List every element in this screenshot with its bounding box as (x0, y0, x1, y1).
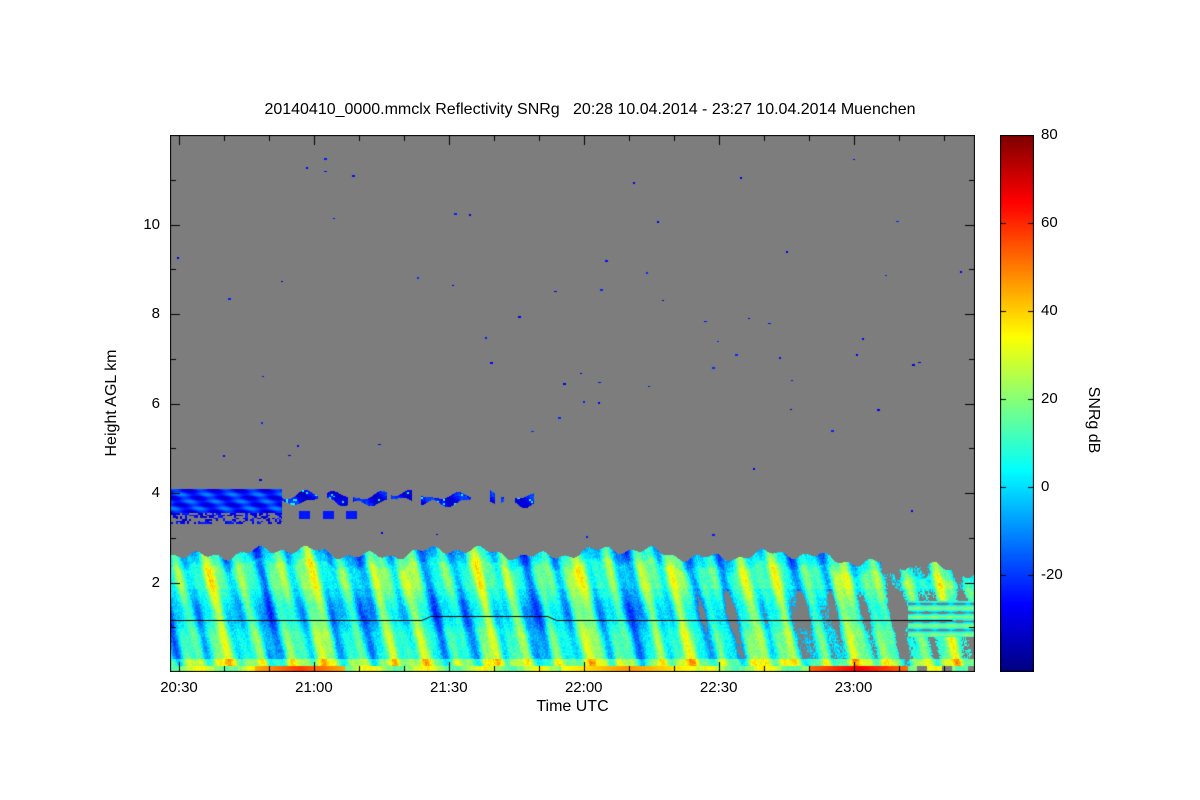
x-tick-label: 23:00 (834, 679, 873, 696)
colorbar-label: SNRg dB (1085, 386, 1102, 454)
colorbar-tick-label: 40 (1041, 302, 1058, 320)
x-tick-label: 22:30 (699, 679, 738, 696)
colorbar-tick-label: 20 (1041, 390, 1058, 408)
heatmap-canvas (170, 135, 975, 672)
colorbar-tick-label: 80 (1041, 126, 1058, 143)
x-axis-label: Time UTC (536, 698, 609, 715)
y-tick-label: 4 (151, 484, 160, 501)
x-tick-label: 20:30 (160, 679, 198, 696)
colorbar-canvas (1000, 135, 1034, 672)
x-tick-label: 21:00 (295, 679, 333, 696)
colorbar-tick-label: 0 (1041, 478, 1050, 496)
y-tick-label: 6 (151, 394, 160, 412)
colorbar-tick-label: -20 (1041, 566, 1063, 584)
y-tick-label: 2 (151, 573, 160, 591)
colorbar-tick-label: 60 (1041, 214, 1058, 232)
x-tick-label: 22:00 (564, 679, 603, 696)
chart-title: 20140410_0000.mmclx Reflectivity SNRg 20… (264, 101, 916, 118)
y-tick-label: 8 (151, 305, 160, 322)
y-tick-label: 10 (143, 215, 160, 233)
x-tick-label: 21:30 (430, 679, 468, 696)
